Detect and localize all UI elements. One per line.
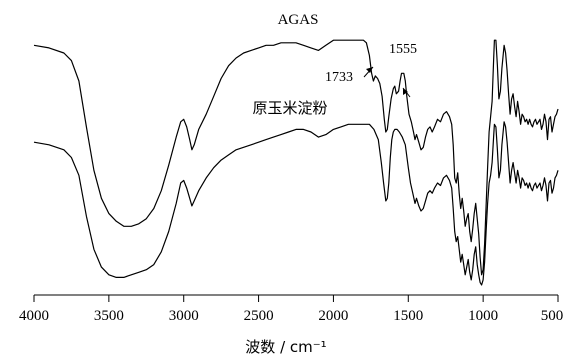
x-axis-label: 波数 / cm⁻¹ xyxy=(245,338,326,356)
series-layer xyxy=(33,39,559,286)
annotation-layer: 1733 1555 xyxy=(325,42,417,98)
series-label-agas: AGAS xyxy=(278,12,319,28)
series-label-raw-starch: 原玉米淀粉 xyxy=(252,100,327,117)
series-line-agas xyxy=(33,39,559,276)
x-ticks: 4000 3500 3000 2500 2000 1500 1000 500 xyxy=(19,295,563,324)
x-tick-label-4000: 4000 xyxy=(19,308,49,324)
x-tick-label-500: 500 xyxy=(541,308,564,324)
annotation-1733-label: 1733 xyxy=(325,70,353,85)
annotation-1555-label: 1555 xyxy=(389,42,417,57)
x-tick-label-3000: 3000 xyxy=(169,308,199,324)
series-line-raw-starch xyxy=(33,121,559,286)
annotation-1733-arrowhead xyxy=(366,67,373,73)
annotation-1555-arrowhead xyxy=(403,88,408,95)
series-labels: AGAS 原玉米淀粉 xyxy=(252,12,327,117)
x-axis: 4000 3500 3000 2500 2000 1500 1000 500 波数 / cm⁻… xyxy=(19,294,563,356)
x-tick-label-1500: 1500 xyxy=(393,308,423,324)
x-tick-label-3500: 3500 xyxy=(94,308,124,324)
x-tick-label-1000: 1000 xyxy=(468,308,498,324)
x-tick-label-2500: 2500 xyxy=(244,308,274,324)
x-tick-label-2000: 2000 xyxy=(318,308,348,324)
